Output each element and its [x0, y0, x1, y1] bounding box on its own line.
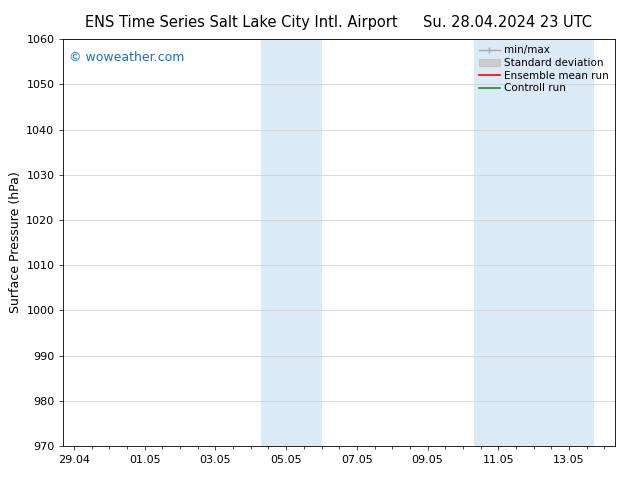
- Text: Su. 28.04.2024 23 UTC: Su. 28.04.2024 23 UTC: [423, 15, 592, 30]
- Bar: [474, 39, 594, 446]
- Legend: min/max, Standard deviation, Ensemble mean run, Controll run: min/max, Standard deviation, Ensemble me…: [476, 42, 612, 97]
- Bar: [261, 39, 321, 446]
- Text: ENS Time Series Salt Lake City Intl. Airport: ENS Time Series Salt Lake City Intl. Air…: [84, 15, 398, 30]
- Text: © woweather.com: © woweather.com: [69, 51, 184, 64]
- Y-axis label: Surface Pressure (hPa): Surface Pressure (hPa): [9, 172, 22, 314]
